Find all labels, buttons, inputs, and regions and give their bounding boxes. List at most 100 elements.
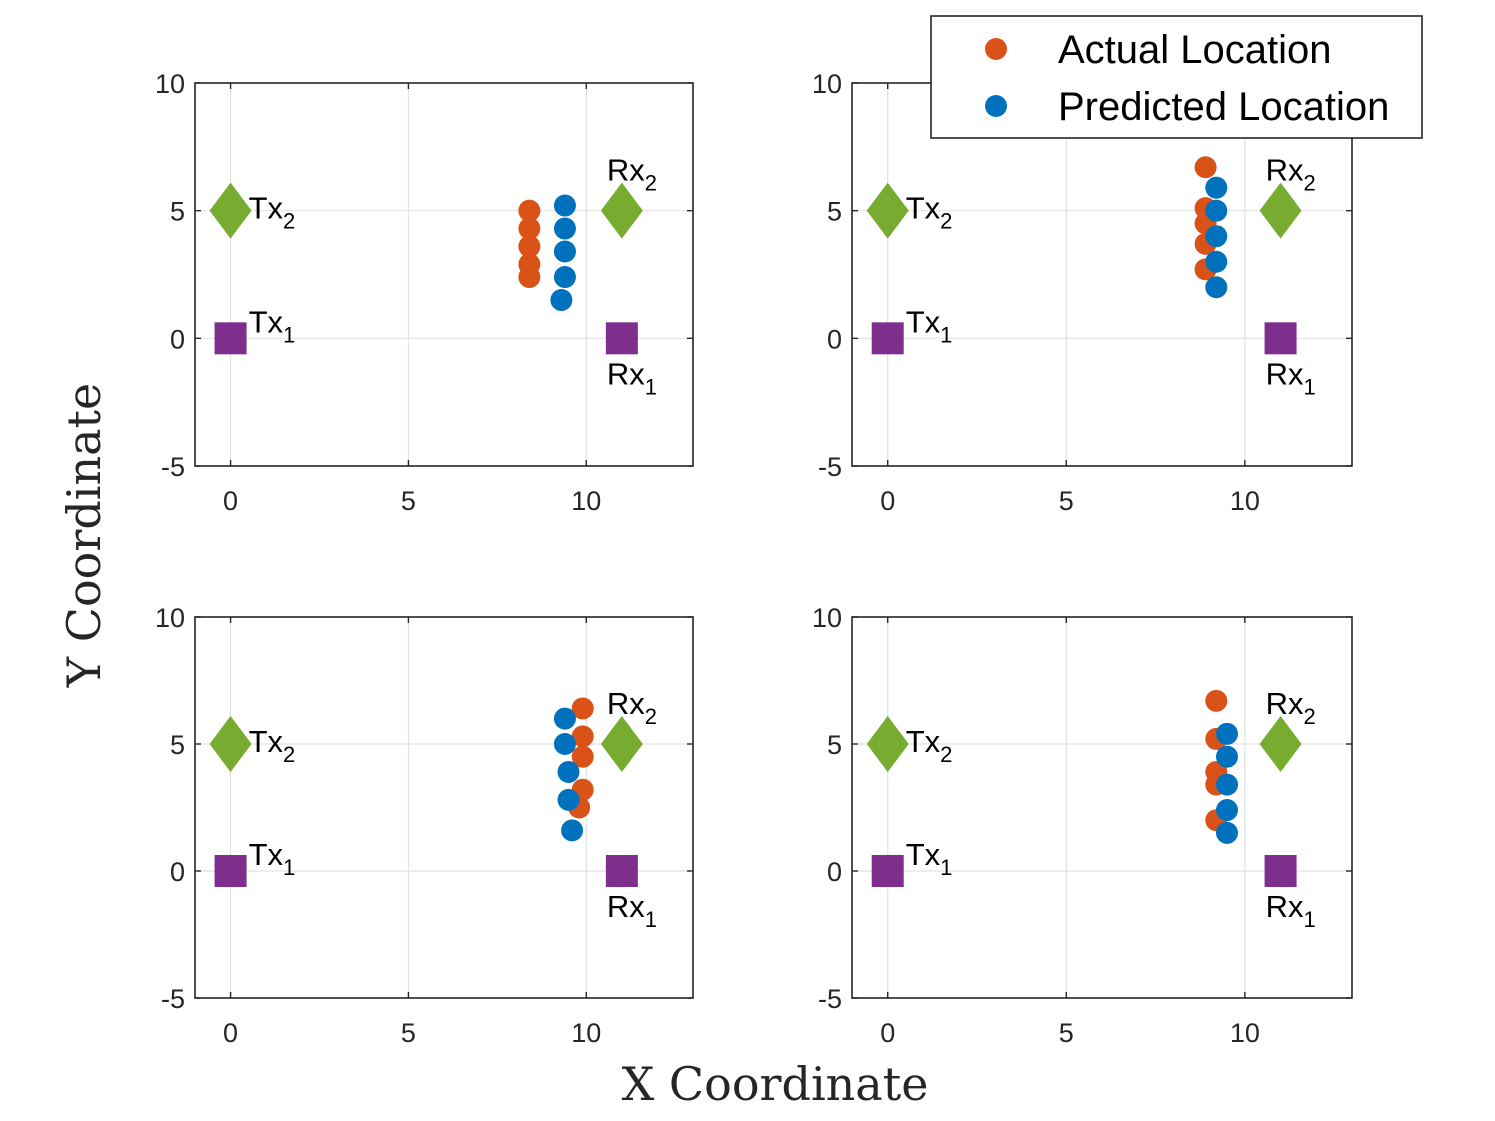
axes-box <box>194 82 694 467</box>
device-subscript: 2 <box>283 209 295 234</box>
rx1-marker <box>1264 322 1297 355</box>
y-tick-label: 5 <box>827 197 842 227</box>
y-tick-label: 0 <box>827 324 842 354</box>
tx2-label: Tx2 <box>249 191 296 234</box>
y-tick-label: 0 <box>170 324 185 354</box>
predicted-location-point <box>550 289 573 312</box>
tx2-label: Tx2 <box>906 191 953 234</box>
rx2-marker <box>600 716 643 772</box>
x-tick-label: 10 <box>571 1018 601 1048</box>
device-name: Tx <box>249 724 284 759</box>
rx1-marker <box>605 855 638 887</box>
device-subscript: 1 <box>940 855 952 880</box>
device-name: Rx <box>1266 889 1304 924</box>
rx2-label: Rx2 <box>1266 686 1316 729</box>
tx1-label: Tx1 <box>249 304 296 347</box>
device-subscript: 2 <box>940 742 952 767</box>
tx2-marker <box>866 716 909 772</box>
device-subscript: 2 <box>1303 171 1315 196</box>
device-subscript: 1 <box>283 322 295 347</box>
predicted-location-point <box>557 788 580 811</box>
tx2-marker <box>209 182 252 239</box>
predicted-location-point <box>1216 745 1238 768</box>
axes-box <box>851 616 1353 999</box>
device-name: Tx <box>249 304 284 339</box>
y-axis-title: Y Coordinate <box>57 383 111 688</box>
legend-label: Actual Location <box>1058 28 1332 72</box>
device-subscript: 1 <box>645 907 657 932</box>
y-tick-label: -5 <box>818 984 842 1014</box>
x-tick-label: 10 <box>1230 1018 1260 1048</box>
device-name: Rx <box>607 356 645 391</box>
actual-location-point <box>571 697 594 720</box>
predicted-location-point <box>1205 176 1228 199</box>
y-tick-label: -5 <box>818 452 842 482</box>
predicted-location-point <box>1216 799 1238 822</box>
x-tick-label: 5 <box>401 486 416 516</box>
tx2-label: Tx2 <box>906 724 953 767</box>
rx2-marker <box>600 182 643 239</box>
y-tick-label: 10 <box>812 603 842 633</box>
predicted-location-point <box>1216 722 1238 745</box>
plot-area <box>852 617 1352 998</box>
tx1-label: Tx1 <box>906 837 953 880</box>
predicted-location-point <box>553 217 576 240</box>
predicted-location-point <box>561 819 584 842</box>
y-tick-label: -5 <box>161 984 185 1014</box>
tx2-marker <box>866 182 909 239</box>
legend-marker <box>985 38 1007 60</box>
device-subscript: 2 <box>283 742 295 767</box>
x-tick-label: 5 <box>401 1018 416 1048</box>
predicted-location-point <box>1205 199 1228 222</box>
actual-location-point <box>518 235 541 258</box>
plot-area <box>195 83 693 466</box>
legend-box <box>930 15 1423 139</box>
predicted-location-point <box>1205 276 1228 299</box>
tx1-marker <box>871 322 904 355</box>
actual-location-point <box>1194 156 1217 179</box>
x-tick-label: 0 <box>223 486 238 516</box>
predicted-location-point <box>1205 225 1228 248</box>
y-tick-label: 0 <box>827 857 842 887</box>
predicted-location-point <box>1205 250 1228 273</box>
device-name: Tx <box>906 304 941 339</box>
device-subscript: 2 <box>1303 704 1315 729</box>
predicted-location-point <box>553 707 576 730</box>
actual-location-point <box>571 725 594 748</box>
rx1-marker <box>1264 855 1297 887</box>
plot-area <box>852 83 1352 466</box>
predicted-location-point <box>553 194 576 217</box>
y-tick-label: 10 <box>812 69 842 99</box>
axes-box <box>194 616 694 999</box>
x-axis-title: X Coordinate <box>622 1057 929 1111</box>
predicted-location-point <box>553 733 576 755</box>
x-tick-label: 5 <box>1059 1018 1074 1048</box>
rx1-label: Rx1 <box>607 889 657 932</box>
device-name: Rx <box>1266 153 1304 188</box>
tx2-label: Tx2 <box>249 724 296 767</box>
actual-location-point <box>518 266 541 289</box>
legend: Actual Location Predicted Location <box>930 15 1423 139</box>
rx1-label: Rx1 <box>607 356 657 399</box>
y-tick-label: 10 <box>155 603 185 633</box>
device-name: Rx <box>1266 686 1304 721</box>
device-subscript: 1 <box>1303 374 1315 399</box>
device-subscript: 1 <box>645 374 657 399</box>
rx2-label: Rx2 <box>1266 153 1316 196</box>
predicted-location-point <box>1216 773 1238 796</box>
x-tick-label: 10 <box>1230 486 1260 516</box>
rx2-marker <box>1259 182 1302 239</box>
y-tick-label: 10 <box>155 69 185 99</box>
legend-marker <box>985 95 1007 117</box>
legend-label: Predicted Location <box>1058 85 1389 129</box>
y-tick-label: 5 <box>170 197 185 227</box>
rx1-marker <box>605 322 638 355</box>
x-tick-label: 0 <box>880 1018 895 1048</box>
device-name: Rx <box>607 153 645 188</box>
actual-location-point <box>518 199 541 222</box>
